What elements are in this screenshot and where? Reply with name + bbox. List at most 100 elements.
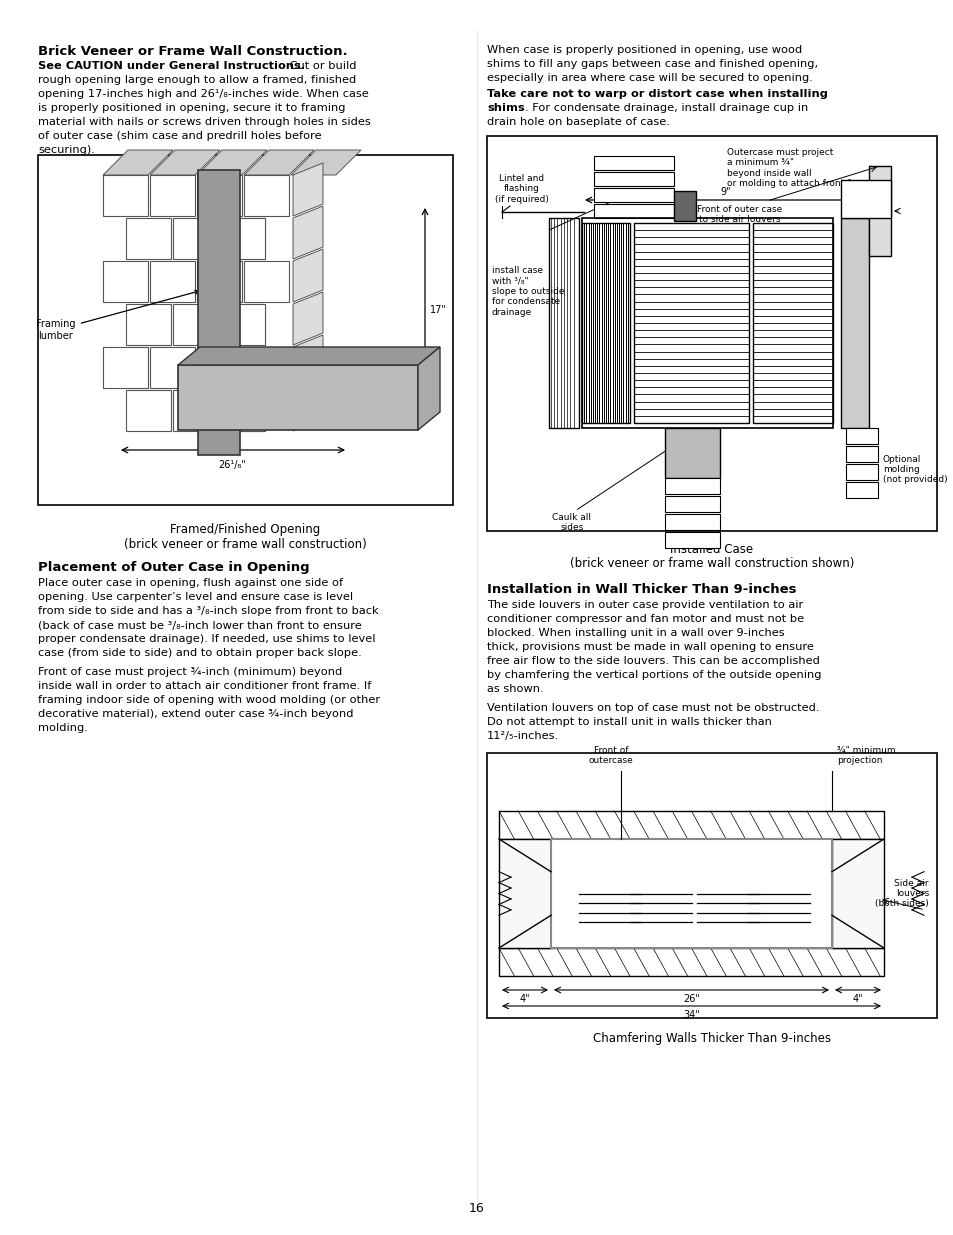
- Bar: [38, 156, 453, 505]
- Text: Chamfering Walls Thicker Than 9-inches: Chamfering Walls Thicker Than 9-inches: [593, 1032, 830, 1045]
- Bar: [498, 839, 551, 948]
- Polygon shape: [293, 206, 323, 259]
- Text: 9": 9": [720, 186, 730, 198]
- Bar: [196, 261, 242, 303]
- Bar: [498, 948, 883, 976]
- Text: securing).: securing).: [38, 144, 94, 156]
- Text: Front of
outercase: Front of outercase: [588, 746, 633, 764]
- Text: 11²/₅-inches.: 11²/₅-inches.: [486, 731, 558, 741]
- Text: 26": 26": [682, 994, 700, 1004]
- Text: free air flow to the side louvers. This can be accomplished: free air flow to the side louvers. This …: [486, 656, 819, 666]
- Text: Framing
lumber: Framing lumber: [36, 290, 199, 341]
- Text: framing indoor side of opening with wood molding (or other: framing indoor side of opening with wood…: [38, 695, 379, 705]
- Text: When case is properly positioned in opening, use wood: When case is properly positioned in open…: [486, 44, 801, 56]
- Bar: [150, 175, 194, 216]
- Bar: [664, 496, 720, 513]
- Text: Take care not to warp or distort case when installing: Take care not to warp or distort case wh…: [486, 89, 827, 99]
- Bar: [845, 429, 877, 445]
- Bar: [220, 219, 265, 259]
- Text: molding.: molding.: [38, 722, 88, 734]
- Text: rough opening large enough to allow a framed, finished: rough opening large enough to allow a fr…: [38, 75, 355, 85]
- Polygon shape: [293, 249, 323, 303]
- Text: (brick veneer or frame wall construction shown): (brick veneer or frame wall construction…: [569, 557, 853, 571]
- Text: opening. Use carpenter’s level and ensure case is level: opening. Use carpenter’s level and ensur…: [38, 592, 353, 601]
- Text: Do not attempt to install unit in walls thicker than: Do not attempt to install unit in walls …: [486, 718, 771, 727]
- Bar: [172, 304, 218, 345]
- Text: (back of case must be ³/₈-inch lower than front to ensure: (back of case must be ³/₈-inch lower tha…: [38, 620, 361, 630]
- Text: drain hole on baseplate of case.: drain hole on baseplate of case.: [486, 117, 669, 127]
- Bar: [220, 390, 265, 431]
- Text: See CAUTION under General Instructions.: See CAUTION under General Instructions.: [38, 61, 305, 70]
- Text: Front of outer case
to side air louvers: Front of outer case to side air louvers: [697, 205, 781, 225]
- Bar: [103, 261, 148, 303]
- Text: Framed/Finished Opening: Framed/Finished Opening: [171, 522, 320, 536]
- Text: Side air
louvers
(both sides): Side air louvers (both sides): [874, 878, 928, 909]
- Text: Installation in Wall Thicker Than 9-inches: Installation in Wall Thicker Than 9-inch…: [486, 583, 796, 597]
- Text: material with nails or screws driven through holes in sides: material with nails or screws driven thr…: [38, 117, 371, 127]
- Text: decorative material), extend outer case ¾-inch beyond: decorative material), extend outer case …: [38, 709, 354, 719]
- Bar: [486, 136, 936, 531]
- Text: blocked. When installing unit in a wall over 9-inches: blocked. When installing unit in a wall …: [486, 629, 783, 638]
- Text: especially in area where case will be secured to opening.: especially in area where case will be se…: [486, 73, 812, 83]
- Text: of outer case (shim case and predrill holes before: of outer case (shim case and predrill ho…: [38, 131, 321, 141]
- Text: as shown.: as shown.: [486, 684, 543, 694]
- Text: is properly positioned in opening, secure it to framing: is properly positioned in opening, secur…: [38, 103, 345, 112]
- Bar: [831, 839, 883, 948]
- Text: Front of case must project ¾-inch (minimum) beyond: Front of case must project ¾-inch (minim…: [38, 667, 342, 677]
- Polygon shape: [196, 149, 267, 175]
- Bar: [551, 839, 831, 948]
- Bar: [548, 219, 578, 429]
- Bar: [581, 219, 832, 429]
- Text: conditioner compressor and fan motor and must not be: conditioner compressor and fan motor and…: [486, 614, 803, 624]
- Bar: [673, 191, 696, 221]
- Bar: [103, 175, 148, 216]
- Polygon shape: [293, 378, 323, 431]
- Polygon shape: [244, 149, 314, 175]
- Text: opening 17-inches high and 26¹/₈-inches wide. When case: opening 17-inches high and 26¹/₈-inches …: [38, 89, 369, 99]
- Text: thick, provisions must be made in wall opening to ensure: thick, provisions must be made in wall o…: [486, 642, 813, 652]
- Bar: [220, 219, 265, 259]
- Bar: [198, 170, 240, 454]
- Text: Ventilation louvers on top of case must not be obstructed.: Ventilation louvers on top of case must …: [486, 703, 819, 713]
- Text: 26¹/₈": 26¹/₈": [218, 459, 246, 471]
- Text: 4": 4": [519, 994, 530, 1004]
- Text: Brick Veneer or Frame Wall Construction.: Brick Veneer or Frame Wall Construction.: [38, 44, 347, 58]
- Text: 9": 9": [588, 862, 598, 872]
- Text: Outercase must project
a minimum ¾"
beyond inside wall
or molding to attach fron: Outercase must project a minimum ¾" beyo…: [726, 148, 873, 188]
- Text: 16: 16: [469, 1202, 484, 1215]
- Text: inside wall in order to attach air conditioner front frame. If: inside wall in order to attach air condi…: [38, 680, 371, 692]
- Text: case (from side to side) and to obtain proper back slope.: case (from side to side) and to obtain p…: [38, 648, 361, 658]
- Text: The side louvers in outer case provide ventilation to air: The side louvers in outer case provide v…: [486, 600, 802, 610]
- Bar: [196, 347, 242, 388]
- Text: ¾" minimum
projection: ¾" minimum projection: [836, 746, 895, 764]
- Bar: [178, 366, 417, 430]
- Bar: [664, 532, 720, 548]
- Bar: [196, 175, 242, 216]
- Text: shims to fill any gaps between case and finished opening,: shims to fill any gaps between case and …: [486, 59, 818, 69]
- Bar: [594, 188, 673, 203]
- Polygon shape: [293, 163, 323, 216]
- Bar: [220, 304, 265, 345]
- Text: Place outer case in opening, flush against one side of: Place outer case in opening, flush again…: [38, 578, 343, 588]
- Text: 17": 17": [430, 305, 446, 315]
- Text: Lintel and
flashing
(if required): Lintel and flashing (if required): [495, 174, 548, 204]
- Text: Cut or build: Cut or build: [286, 61, 356, 70]
- Bar: [172, 390, 218, 431]
- Bar: [845, 446, 877, 462]
- Polygon shape: [291, 149, 360, 175]
- Bar: [244, 261, 289, 303]
- Text: Optional
molding
(not provided): Optional molding (not provided): [882, 454, 946, 484]
- Bar: [126, 390, 171, 431]
- Bar: [486, 753, 936, 1018]
- Bar: [845, 464, 877, 480]
- Bar: [594, 156, 673, 170]
- Text: 11²/₅": 11²/₅": [718, 888, 745, 899]
- Bar: [150, 347, 194, 388]
- Text: 34": 34": [682, 1010, 700, 1020]
- Bar: [634, 224, 748, 424]
- Bar: [841, 180, 890, 219]
- Bar: [220, 390, 265, 431]
- Text: . For condensate drainage, install drainage cup in: . For condensate drainage, install drain…: [524, 103, 807, 112]
- Bar: [126, 219, 171, 259]
- Polygon shape: [178, 347, 439, 366]
